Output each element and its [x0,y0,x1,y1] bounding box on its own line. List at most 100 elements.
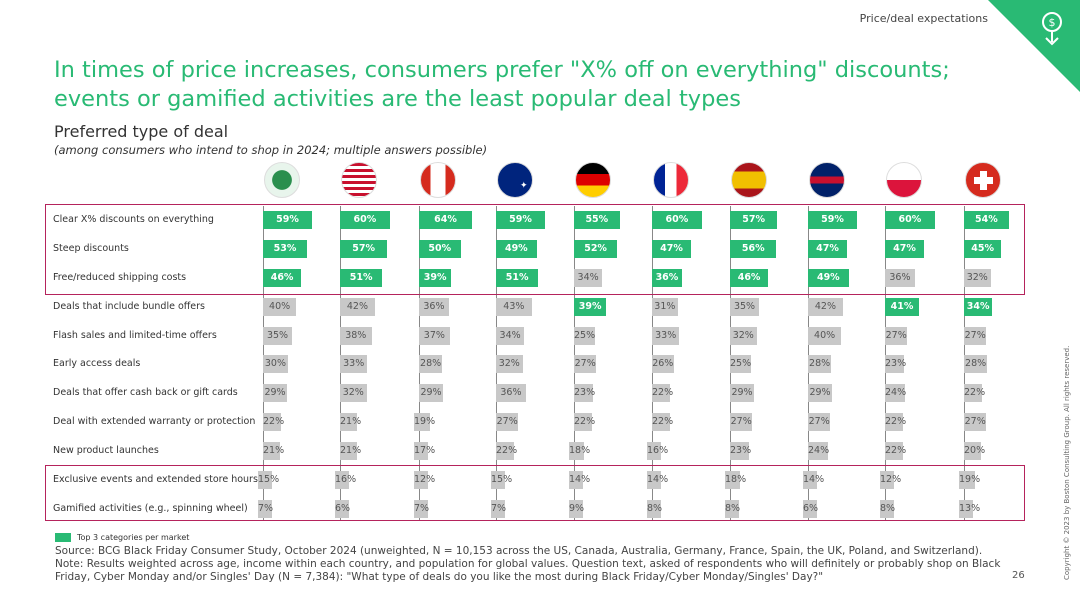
bar-global: 30% [263,355,288,373]
bar-global: 15% [258,471,279,489]
bar-us: 51% [340,269,383,287]
flag-poland [886,162,922,198]
bar-canada: 37% [419,327,450,345]
category-label: Deals that offer cash back or gift cards [53,387,238,398]
bar-spain: 35% [730,298,760,316]
page-title: In times of price increases, consumers p… [54,57,950,112]
bar-spain: 25% [730,355,751,373]
bar-poland: 41% [885,298,920,316]
bar-australia: 7% [491,500,506,518]
bar-uk: 27% [808,413,831,431]
bar-poland: 24% [885,384,906,402]
bar-canada: 50% [419,240,461,258]
bar-spain: 18% [725,471,746,489]
bar-australia: 34% [496,327,525,345]
bar-poland: 47% [885,240,924,258]
bar-us: 21% [340,413,361,431]
bar-spain: 32% [730,327,757,345]
flag-spain [731,162,767,198]
bar-canada: 36% [419,298,449,316]
bar-spain: 29% [730,384,755,402]
flag-australia: ✦ [497,162,533,198]
bar-global: 35% [263,327,293,345]
category-label: Exclusive events and extended store hour… [53,474,258,485]
source-text: Source: BCG Black Friday Consumer Study,… [55,545,983,557]
bar-global: 21% [263,442,284,460]
bar-france: 8% [647,500,662,518]
svg-text:$: $ [1049,16,1056,29]
bar-us: 32% [340,384,367,402]
bar-spain: 57% [730,211,778,229]
bar-australia: 22% [496,442,517,460]
bar-germany: 25% [574,327,595,345]
bar-australia: 51% [496,269,539,287]
flag-uk [809,162,845,198]
bar-france: 31% [652,298,678,316]
dollar-tag-icon: $ [1038,10,1066,50]
bar-canada: 28% [419,355,443,373]
flag-us [341,162,377,198]
bar-germany: 14% [569,471,590,489]
bar-spain: 56% [730,240,777,258]
bar-uk: 28% [808,355,832,373]
bar-france: 22% [652,413,673,431]
bar-australia: 43% [496,298,532,316]
top-highlight-box [45,204,1025,295]
chart-subnote: (among consumers who intend to shop in 2… [54,143,488,157]
legend-swatch [55,533,71,542]
flag-global [264,162,300,198]
bar-uk: 6% [803,500,818,518]
bar-uk: 59% [808,211,857,229]
bar-uk: 14% [803,471,824,489]
bar-canada: 12% [414,471,435,489]
bar-germany: 34% [574,269,603,287]
corner-triangle [988,0,1080,92]
bar-switzerland: 13% [959,500,980,518]
bar-uk: 29% [808,384,833,402]
bar-uk: 49% [808,269,849,287]
bar-spain: 23% [730,442,751,460]
bar-switzerland: 22% [964,384,985,402]
bar-france: 33% [652,327,680,345]
bar-spain: 46% [730,269,769,287]
note-text: Note: Results weighted across age, incom… [55,558,1001,583]
bar-canada: 29% [419,384,444,402]
bar-australia: 32% [496,355,523,373]
bar-australia: 27% [496,413,519,431]
bar-switzerland: 32% [964,269,991,287]
bar-us: 42% [340,298,375,316]
page-number: 26 [1012,570,1025,581]
category-label: Free/reduced shipping costs [53,272,187,283]
bar-us: 57% [340,240,388,258]
bar-switzerland: 54% [964,211,1009,229]
bar-poland: 22% [885,442,906,460]
bar-france: 26% [652,355,674,373]
category-label: Gamified activities (e.g., spinning whee… [53,503,248,514]
bar-france: 36% [652,269,682,287]
bar-australia: 59% [496,211,545,229]
flag-france [653,162,689,198]
bar-us: 21% [340,442,361,460]
category-label: Deals that include bundle offers [53,301,206,312]
legend-label: Top 3 categories per market [77,533,190,542]
category-label: Early access deals [53,358,141,369]
bar-uk: 40% [808,327,842,345]
bar-global: 22% [263,413,284,431]
bar-uk: 47% [808,240,847,258]
bar-switzerland: 27% [964,413,987,431]
bar-australia: 36% [496,384,526,402]
bar-france: 47% [652,240,691,258]
bar-france: 22% [652,384,673,402]
bar-germany: 22% [574,413,595,431]
bar-germany: 39% [574,298,607,316]
bar-switzerland: 19% [959,471,980,489]
bar-global: 29% [263,384,288,402]
bar-us: 60% [340,211,390,229]
bar-poland: 12% [880,471,901,489]
bar-poland: 60% [885,211,935,229]
bar-germany: 27% [574,355,597,373]
bar-canada: 64% [419,211,473,229]
bar-global: 59% [263,211,312,229]
bar-germany: 9% [569,500,584,518]
bar-germany: 55% [574,211,620,229]
